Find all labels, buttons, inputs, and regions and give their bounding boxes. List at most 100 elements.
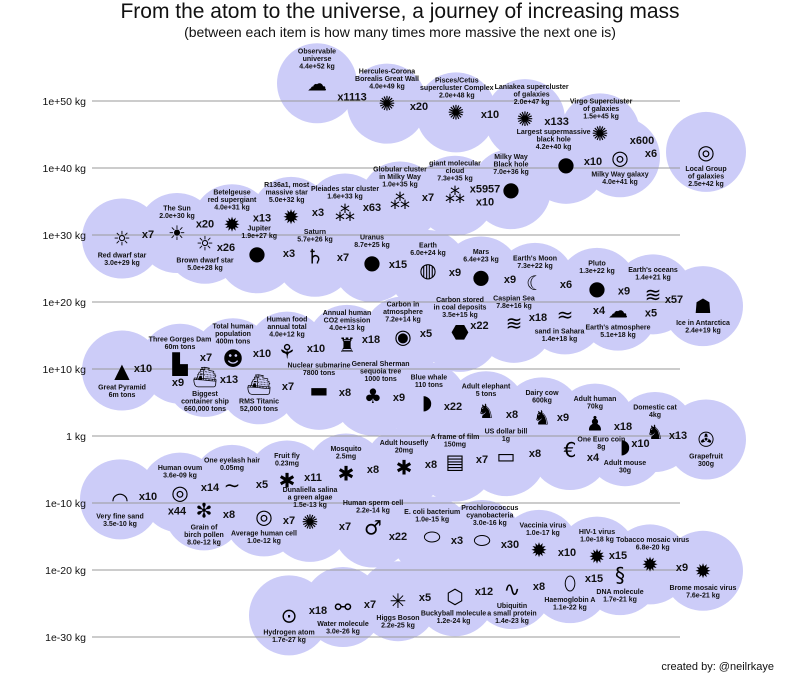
ratio-label-group: x7 xyxy=(476,454,488,466)
item-label: of galaxies xyxy=(514,92,550,99)
item-mass: 60m tons xyxy=(165,344,196,351)
ratio-label: x18 xyxy=(529,312,547,324)
item-label: Uranus xyxy=(360,235,384,242)
ratio-label: x3 xyxy=(283,248,295,260)
coal-icon: ⬣ xyxy=(451,320,469,344)
item-label: Virgo Supercluster xyxy=(570,98,633,105)
virus-icon: ✹ xyxy=(531,538,548,562)
ratio-label: x5957 xyxy=(470,184,501,196)
item-label: Earth's atmosphere xyxy=(585,325,650,332)
item-label: Earth xyxy=(419,242,437,249)
item-mass: 5.0e+32 kg xyxy=(269,197,305,204)
ratio-label-group: x10 xyxy=(307,343,325,355)
item-blob xyxy=(364,427,444,508)
ratio-label: x6 xyxy=(560,279,572,291)
item-label: Earth's Moon xyxy=(513,255,557,262)
item-blob xyxy=(277,43,357,124)
item-mass: 2.5mg xyxy=(336,454,356,461)
item-label: Very fine sand xyxy=(96,513,143,520)
ratio-label: x5 xyxy=(420,328,432,340)
virus-icon: ✹ xyxy=(695,559,712,583)
fly-icon: ✱ xyxy=(396,455,413,479)
ratio-label-group: x22 xyxy=(470,320,488,332)
item-blob xyxy=(82,330,162,411)
item-label: Nuclear submarine xyxy=(287,362,350,369)
item-blob xyxy=(347,63,427,144)
ratio-label-group: x11 xyxy=(304,472,322,484)
item-label: Betelgeuse xyxy=(213,189,250,196)
y-tick-label: 1e-30 kg xyxy=(45,632,86,644)
item-label: in coal deposits xyxy=(434,304,487,311)
ratio-label: x4 xyxy=(593,305,606,317)
algae-icon: ✺ xyxy=(302,510,319,534)
cloud-icon: ☁ xyxy=(608,299,628,323)
item-mass: 2.4e+19 kg xyxy=(685,328,721,335)
ratio-label-group: x57 xyxy=(665,294,683,306)
ratio-label-group: x18 xyxy=(614,421,632,433)
ratio-label-group: x10 xyxy=(631,438,649,450)
ratio-label: x8 xyxy=(425,459,437,471)
jupiter-icon: ● xyxy=(248,241,265,265)
ratio-label-group: x14 xyxy=(201,482,220,494)
ratio-label-group: x3 xyxy=(312,207,324,219)
moon-icon: ☾ xyxy=(526,271,544,295)
ratio-label: x57 xyxy=(665,294,683,306)
ratio-label: x9 xyxy=(676,562,688,574)
item-label: of galaxies xyxy=(583,106,619,113)
item-blob xyxy=(333,487,413,568)
item-label-block: Haemoglobin A1.1e-22 kg xyxy=(544,597,595,612)
ratio-label-group: x1113 xyxy=(337,92,366,104)
item-label: Adult housefly xyxy=(380,440,429,447)
ratio-label-group: x5957 xyxy=(470,184,501,196)
item-label: Pluto xyxy=(588,260,606,267)
hair-icon: ∼ xyxy=(224,473,241,497)
item-mass: 2.2e-14 kg xyxy=(356,508,390,515)
y-axis-ticks: 1e+50 kg 1e+40 kg 1e+30 kg 1e+20 kg 1e+10 kg… xyxy=(43,96,87,644)
item-label: Hercules-Corona xyxy=(359,69,416,76)
item-label: population xyxy=(215,331,251,338)
item-mass: 1.4e+21 kg xyxy=(635,274,671,281)
sand-pile-icon: ◠ xyxy=(111,487,128,511)
item-label: HIV-1 virus xyxy=(579,529,615,536)
item-label: Dunaliella salina xyxy=(283,487,338,494)
ratio-label: x5 xyxy=(256,479,268,491)
molecule-cloud-icon: ⁂ xyxy=(445,184,465,208)
item-label: Milky Way galaxy xyxy=(591,171,648,178)
item-label: Vaccinia virus xyxy=(520,522,567,529)
ratio-label: x13 xyxy=(220,374,238,386)
tree-icon: ♣ xyxy=(364,384,382,408)
item-mass: 8.7e+25 kg xyxy=(354,242,390,249)
star-icon: ✹ xyxy=(283,205,300,229)
ratio-label: x20 xyxy=(410,101,428,113)
item-mass: 1.0e+35 kg xyxy=(382,182,418,189)
item-mass: 150mg xyxy=(444,442,466,449)
item-mass: 660,000 tons xyxy=(184,406,226,413)
planet-icon: ● xyxy=(363,250,380,274)
